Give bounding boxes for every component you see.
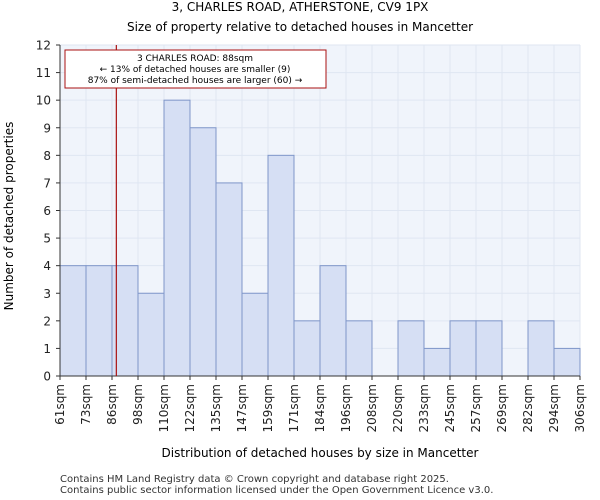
bar-98sqm: [137, 292, 165, 377]
x-tick-label-233sqm: 233sqm: [417, 384, 431, 432]
y-tick-label: 3: [43, 287, 51, 301]
x-tick-label-306sqm: 306sqm: [573, 384, 587, 432]
bar-257sqm: [475, 320, 503, 377]
x-tick-label-220sqm: 220sqm: [391, 384, 405, 432]
annotation-line-3: 87% of semi-detached houses are larger (…: [88, 76, 303, 86]
x-tick-label-61sqm: 61sqm: [53, 384, 67, 425]
x-tick-label-257sqm: 257sqm: [469, 384, 483, 432]
bar-147sqm: [241, 292, 269, 377]
bar-135sqm: [215, 182, 243, 377]
y-tick-label: 12: [36, 39, 51, 53]
annotation-box: 3 CHARLES ROAD: 88sqm ← 13% of detached …: [64, 49, 327, 89]
bar-184sqm: [319, 265, 347, 377]
y-tick-label: 0: [43, 370, 51, 384]
x-tick-label-294sqm: 294sqm: [547, 384, 561, 432]
chart-title: 3, CHARLES ROAD, ATHERSTONE, CV9 1PX: [172, 0, 429, 14]
y-tick-label: 11: [36, 66, 51, 80]
y-tick-label: 5: [43, 232, 51, 246]
x-tick-label-147sqm: 147sqm: [235, 384, 249, 432]
y-tick-label: 1: [43, 342, 51, 356]
bar-245sqm: [449, 320, 477, 377]
x-tick-label-208sqm: 208sqm: [365, 384, 379, 432]
chart-subtitle: Size of property relative to detached ho…: [127, 20, 473, 34]
bar-282sqm: [527, 320, 555, 377]
y-tick-label: 8: [43, 149, 51, 163]
x-tick-label-159sqm: 159sqm: [261, 384, 275, 432]
y-tick-label: 2: [43, 314, 51, 328]
x-tick-label-282sqm: 282sqm: [521, 384, 535, 432]
x-tick-label-269sqm: 269sqm: [495, 384, 509, 432]
x-tick-label-184sqm: 184sqm: [313, 384, 327, 432]
bar-73sqm: [85, 265, 113, 377]
x-tick-label-98sqm: 98sqm: [131, 384, 145, 425]
bar-196sqm: [345, 320, 373, 377]
x-tick-label-110sqm: 110sqm: [157, 384, 171, 432]
bar-110sqm: [163, 99, 191, 377]
y-tick-label: 9: [43, 121, 51, 135]
x-tick-label-245sqm: 245sqm: [443, 384, 457, 432]
bar-159sqm: [267, 154, 295, 377]
bar-61sqm: [59, 265, 87, 377]
x-tick-label-135sqm: 135sqm: [209, 384, 223, 432]
y-tick-label: 6: [43, 204, 51, 218]
bar-233sqm: [423, 347, 451, 377]
y-tick-label: 7: [43, 176, 51, 190]
x-tick-labels: 61sqm 73sqm 86sqm 98sqm 110sqm 122sqm 135sqm 14…: [53, 376, 587, 432]
bar-122sqm: [189, 127, 217, 377]
x-axis-label: Distribution of detached houses by size …: [162, 446, 479, 460]
x-tick-label-86sqm: 86sqm: [105, 384, 119, 425]
bar-220sqm: [397, 320, 425, 377]
x-tick-label-122sqm: 122sqm: [183, 384, 197, 432]
annotation-line-1: 3 CHARLES ROAD: 88sqm: [137, 54, 253, 64]
bar-171sqm: [293, 320, 321, 377]
x-tick-label-196sqm: 196sqm: [339, 384, 353, 432]
y-axis-label: Number of detached properties: [2, 122, 16, 311]
bar-294sqm: [553, 347, 581, 377]
y-tick-label: 10: [36, 94, 51, 108]
annotation-line-2: ← 13% of detached houses are smaller (9): [100, 65, 291, 75]
x-tick-label-171sqm: 171sqm: [287, 384, 301, 432]
bars: [59, 99, 581, 377]
annotation-frame: [64, 49, 327, 89]
footer-licence: Contains public sector information licen…: [60, 485, 494, 496]
footer-copyright: Contains HM Land Registry data © Crown c…: [60, 474, 449, 485]
x-tick-label-73sqm: 73sqm: [79, 384, 93, 425]
y-tick-label: 4: [43, 259, 51, 273]
